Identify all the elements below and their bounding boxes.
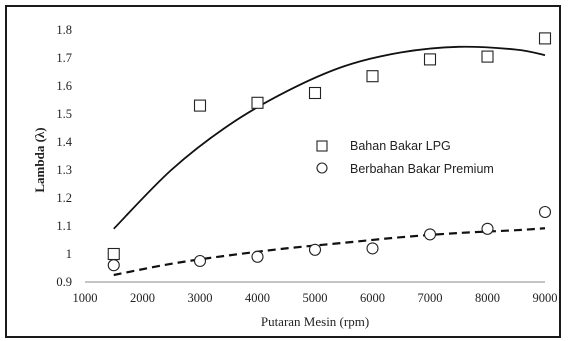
legend-marker-premium: [316, 162, 328, 174]
y-tick-label: 1.6: [56, 79, 72, 93]
x-tick-label: 5000: [303, 291, 328, 305]
x-tick-label: 6000: [360, 291, 385, 305]
x-tick-label: 4000: [245, 291, 270, 305]
legend-label-lpg: Bahan Bakar LPG: [350, 139, 451, 153]
legend-marker-lpg: [316, 140, 328, 152]
data-point-premium: [481, 222, 494, 235]
x-tick-label: 2000: [130, 291, 155, 305]
x-tick-labels: 1000 2000 3000 4000 5000 6000 7000 8000 9000: [73, 291, 558, 305]
x-tick-label: 9000: [533, 291, 558, 305]
data-point-premium: [308, 243, 322, 256]
y-tick-label: 0.9: [56, 275, 72, 289]
x-tick-label: 1000: [73, 291, 98, 305]
data-point-lpg: [481, 50, 494, 63]
data-point-premium: [366, 242, 379, 255]
y-tick-label: 1.4: [56, 135, 72, 149]
trendline-premium: [113, 227, 546, 277]
data-point-lpg: [193, 99, 207, 112]
x-tick-label: 7000: [418, 291, 443, 305]
y-tick-label: 1.3: [56, 163, 72, 177]
data-point-lpg: [308, 86, 322, 100]
y-tick-label: 1.7: [56, 51, 72, 65]
y-tick-label: 1.2: [56, 191, 72, 205]
y-tick-label: 1.1: [56, 219, 72, 233]
x-tick-label: 8000: [475, 291, 500, 305]
x-tick-label: 3000: [188, 291, 213, 305]
data-point-lpg: [423, 53, 437, 66]
y-tick-labels: 0.9 1 1.1 1.2 1.3 1.4 1.5 1.6 1.7 1.8: [56, 23, 72, 289]
data-point-lpg: [538, 32, 552, 45]
y-tick-label: 1.8: [56, 23, 72, 37]
data-point-premium: [423, 228, 437, 241]
trendline-lpg: [113, 45, 546, 230]
data-point-lpg: [251, 96, 264, 109]
data-point-premium: [251, 250, 264, 263]
legend-label-premium: Berbahan Bakar Premium: [350, 162, 494, 176]
x-axis-title: Putaran Mesin (rpm): [261, 314, 369, 329]
y-tick-label: 1: [66, 247, 72, 261]
y-tick-label: 1.5: [56, 107, 72, 121]
legend: Bahan Bakar LPG Berbahan Bakar Premium: [316, 139, 494, 176]
data-point-lpg: [366, 70, 379, 83]
data-point-premium: [107, 259, 120, 272]
series-layer: [107, 32, 552, 277]
data-point-lpg: [107, 247, 120, 261]
y-axis-title: Lambda (λ): [32, 127, 47, 192]
data-point-premium: [538, 205, 552, 219]
data-point-premium: [193, 254, 207, 268]
